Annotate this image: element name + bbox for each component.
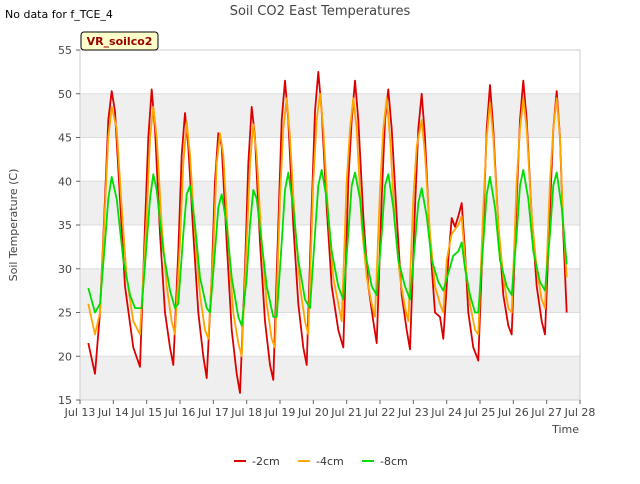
x-tick-label: Jul 16 <box>164 406 196 419</box>
vr-badge: VR_soilco2 <box>80 31 159 51</box>
x-tick-label: Jul 14 <box>97 406 129 419</box>
y-tick-label: 20 <box>58 350 72 363</box>
y-tick-label: 30 <box>58 263 72 276</box>
y-tick-label: 25 <box>58 307 72 320</box>
grid-band <box>80 181 580 225</box>
x-tick-label: Jul 21 <box>330 406 362 419</box>
chart-title: Soil CO2 East Temperatures <box>230 4 411 19</box>
y-tick-label: 40 <box>58 175 72 188</box>
badge-label: VR_soilco2 <box>87 35 153 48</box>
x-axis-label: Time <box>551 423 579 436</box>
series-line-4cmcm <box>87 92 568 358</box>
series-line-8cmcm <box>87 169 568 327</box>
x-tick-label: Jul 25 <box>464 406 496 419</box>
x-tick-label: Jul 17 <box>197 406 229 419</box>
x-tick-label: Jul 27 <box>530 406 562 419</box>
x-tick-label: Jul 18 <box>230 406 262 419</box>
x-tick-label: Jul 19 <box>264 406 296 419</box>
x-tick-label: Jul 26 <box>497 406 529 419</box>
x-tick-label: Jul 23 <box>397 406 429 419</box>
y-axis-label: Soil Temperature (C) <box>7 169 20 282</box>
series-lines <box>87 71 568 394</box>
x-axis-ticks: Jul 13 Jul 14 Jul 15 Jul 16 Jul 17 Jul 18 Jul … <box>64 400 596 419</box>
grid-band <box>80 356 580 400</box>
y-tick-label: 35 <box>58 219 72 232</box>
x-tick-label: Jul 28 <box>564 406 596 419</box>
badge-box <box>80 31 159 51</box>
y-tick-label: 15 <box>58 394 72 407</box>
y-tick-label: 55 <box>58 44 72 57</box>
legend: -2cm -4cm -8cm <box>234 455 408 468</box>
y-axis-ticks: 15 20 25 30 35 40 45 50 55 <box>58 44 80 407</box>
y-tick-label: 50 <box>58 88 72 101</box>
x-tick-label: Jul 22 <box>364 406 396 419</box>
x-tick-label: Jul 24 <box>430 406 462 419</box>
x-tick-label: Jul 13 <box>64 406 96 419</box>
x-tick-label: Jul 15 <box>130 406 162 419</box>
series-line-2cmcm <box>87 71 568 394</box>
x-tick-label: Jul 20 <box>297 406 329 419</box>
grid-band <box>80 93 580 138</box>
y-tick-label: 45 <box>58 132 72 145</box>
legend-label: -2cm <box>252 455 280 468</box>
no-data-note: No data for f_TCE_4 <box>5 8 113 21</box>
legend-label: -8cm <box>380 455 408 468</box>
legend-label: -4cm <box>316 455 344 468</box>
